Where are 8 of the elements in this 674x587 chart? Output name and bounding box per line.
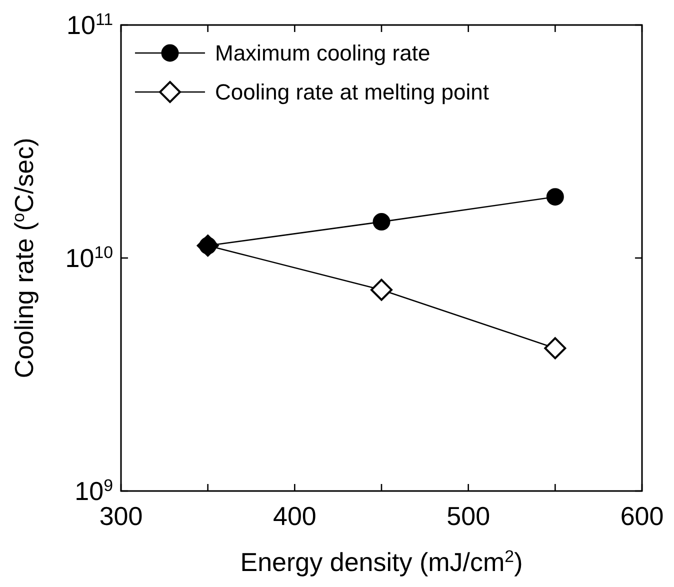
- x-axis-title: Energy density (mJ/cm$^{2}$): [240, 546, 523, 577]
- x-tick-label: 400: [272, 501, 316, 531]
- legend-label: Cooling rate at melting point: [215, 80, 489, 105]
- x-tick-label: 600: [620, 501, 664, 531]
- y-tick-label: 10$^{11}$: [66, 10, 113, 40]
- y-tick-label: 10$^{10}$: [65, 242, 113, 274]
- x-tick-label: 500: [446, 501, 490, 531]
- legend-label: Maximum cooling rate: [215, 40, 430, 66]
